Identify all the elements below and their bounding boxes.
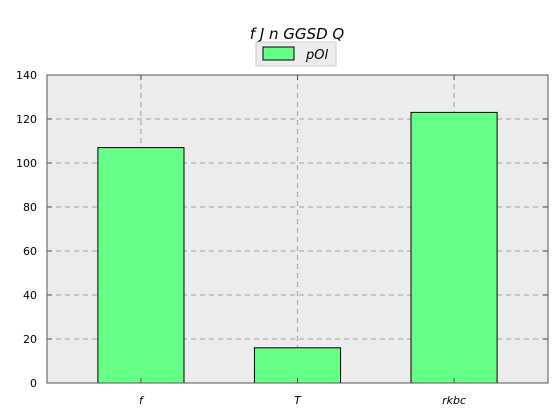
y-tick-label: 140 — [16, 69, 37, 82]
y-axis: 0 20 40 60 80 100 120 140 — [16, 69, 548, 390]
y-tick-label: 20 — [23, 333, 37, 346]
legend-swatch — [262, 46, 295, 61]
y-tick-label: 60 — [23, 245, 37, 258]
y-tick-label: 40 — [23, 289, 37, 302]
x-tick-label: T — [294, 394, 302, 407]
y-tick-label: 0 — [30, 377, 37, 390]
plot-frame — [46, 74, 549, 384]
y-tick-label: 80 — [23, 201, 37, 214]
bars — [97, 111, 498, 384]
legend-label: pOl — [305, 48, 328, 63]
bar-f — [97, 147, 185, 384]
y-tick-label: 120 — [16, 113, 37, 126]
bar-rkbc — [410, 111, 498, 384]
x-tick-label: rkbc — [442, 394, 466, 407]
bar-T — [253, 347, 342, 384]
chart-title: f J n GGSD Q — [250, 25, 345, 43]
legend: pOl — [255, 41, 337, 67]
x-tick-label: f — [139, 394, 145, 407]
y-tick-label: 100 — [16, 157, 37, 170]
